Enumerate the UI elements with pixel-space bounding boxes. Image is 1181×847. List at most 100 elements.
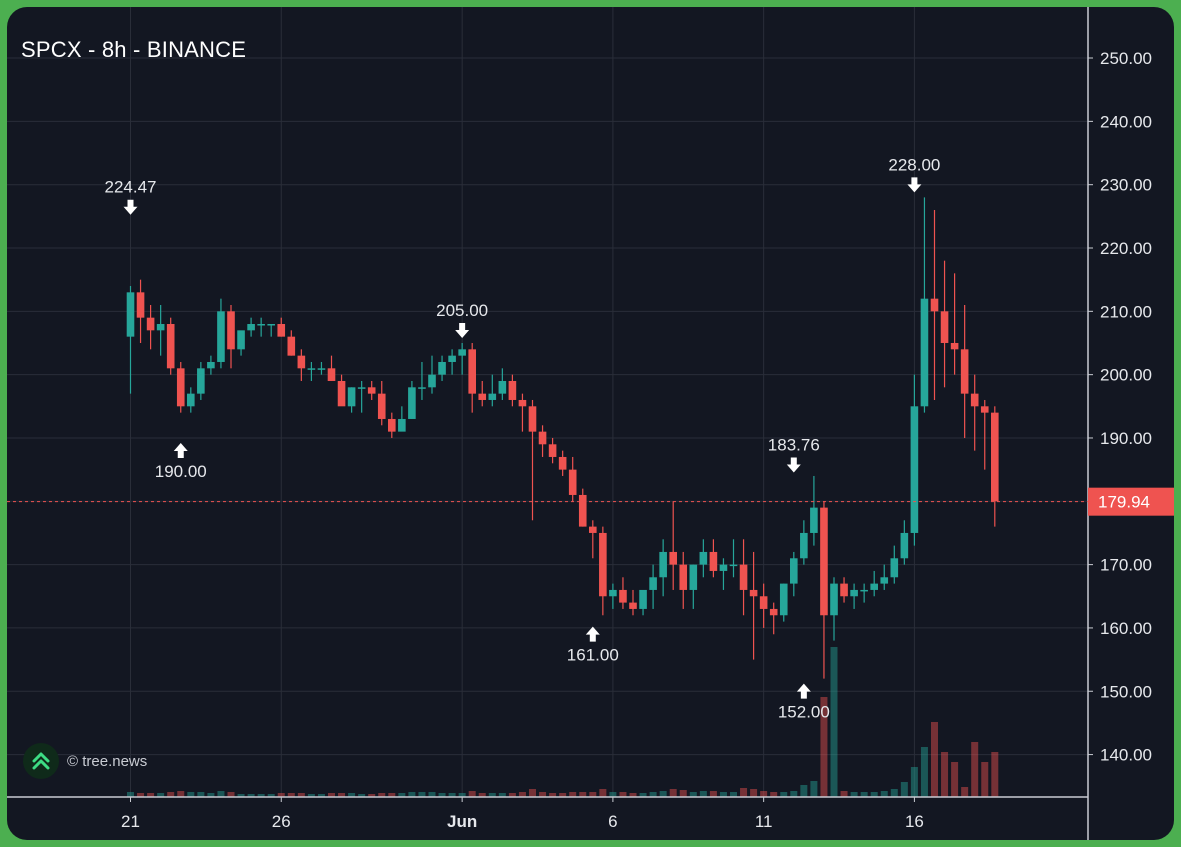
candle[interactable] <box>388 412 396 438</box>
candle[interactable] <box>347 387 356 413</box>
candle[interactable] <box>327 355 336 381</box>
volume-bar <box>689 792 697 797</box>
candle-body <box>227 311 235 350</box>
candle[interactable] <box>377 380 386 426</box>
candle[interactable] <box>307 361 316 381</box>
candle[interactable] <box>960 305 969 438</box>
candle[interactable] <box>991 406 999 527</box>
candle[interactable] <box>900 520 909 565</box>
candle[interactable] <box>729 539 738 578</box>
candle[interactable] <box>840 577 848 603</box>
candle[interactable] <box>237 330 245 356</box>
candle[interactable] <box>146 305 155 350</box>
candle[interactable] <box>970 374 979 451</box>
candle[interactable] <box>357 380 366 413</box>
candle-body <box>950 342 959 350</box>
candle[interactable] <box>478 380 487 407</box>
candle[interactable] <box>749 551 758 660</box>
candle[interactable] <box>870 570 878 597</box>
candle[interactable] <box>659 539 667 597</box>
candle[interactable] <box>589 520 597 559</box>
candle[interactable] <box>458 342 466 375</box>
candle[interactable] <box>578 488 587 527</box>
candle[interactable] <box>277 317 286 337</box>
candle[interactable] <box>367 380 376 400</box>
candle[interactable] <box>548 437 557 464</box>
candle[interactable] <box>136 279 145 343</box>
candle[interactable] <box>860 583 868 603</box>
candle[interactable] <box>166 317 175 375</box>
volume-bar <box>428 792 436 797</box>
candle[interactable] <box>759 583 768 628</box>
candle[interactable] <box>830 577 838 641</box>
candle[interactable] <box>156 305 165 356</box>
candle[interactable] <box>880 564 889 590</box>
candle[interactable] <box>267 323 275 337</box>
candle[interactable] <box>699 539 708 578</box>
candle[interactable] <box>679 551 688 609</box>
candle[interactable] <box>528 399 537 521</box>
candle[interactable] <box>950 273 959 375</box>
candle[interactable] <box>418 361 426 400</box>
candle[interactable] <box>518 393 527 432</box>
candle[interactable] <box>448 349 456 375</box>
candle[interactable] <box>468 342 476 413</box>
candle[interactable] <box>890 545 899 584</box>
candle[interactable] <box>629 589 637 616</box>
candle-body <box>146 317 155 331</box>
candle[interactable] <box>287 330 296 356</box>
candle[interactable] <box>739 539 748 616</box>
candle[interactable] <box>398 406 406 432</box>
candle[interactable] <box>538 425 547 457</box>
candle[interactable] <box>337 374 346 407</box>
candle[interactable] <box>428 355 436 394</box>
candle-body <box>558 456 567 470</box>
candle[interactable] <box>247 317 255 337</box>
candle[interactable] <box>438 355 446 381</box>
candle[interactable] <box>558 450 567 476</box>
candle[interactable] <box>498 368 507 400</box>
candle[interactable] <box>187 387 195 413</box>
candle[interactable] <box>408 380 416 419</box>
candle[interactable] <box>930 210 939 400</box>
candle[interactable] <box>689 564 698 609</box>
candle[interactable] <box>568 456 577 502</box>
candle[interactable] <box>910 374 919 546</box>
volume-bar <box>307 794 315 797</box>
candle[interactable] <box>669 501 677 590</box>
candle[interactable] <box>609 583 617 609</box>
candle[interactable] <box>850 583 858 609</box>
volume-bar <box>448 793 456 797</box>
candle[interactable] <box>779 583 788 622</box>
candle[interactable] <box>769 602 778 635</box>
candle[interactable] <box>709 539 718 578</box>
candle-body <box>478 393 487 400</box>
candle[interactable] <box>920 197 929 413</box>
candle[interactable] <box>800 520 808 565</box>
candle[interactable] <box>599 526 607 616</box>
candle[interactable] <box>297 349 306 381</box>
candle[interactable] <box>940 260 949 388</box>
volume-bar <box>890 789 898 797</box>
candle[interactable] <box>488 374 497 407</box>
candle[interactable] <box>317 361 326 375</box>
candle[interactable] <box>126 286 135 394</box>
candle[interactable] <box>508 374 517 407</box>
volume-bar <box>157 793 165 797</box>
candle[interactable] <box>619 577 627 609</box>
candle[interactable] <box>257 317 265 337</box>
candlestick-chart[interactable]: 224.47 190.00 205.00 161.00 183.76 152.00 228.… <box>7 7 1174 840</box>
candle-body <box>659 551 667 578</box>
candle[interactable] <box>197 361 205 400</box>
candle[interactable] <box>719 558 728 590</box>
candle[interactable] <box>176 361 185 413</box>
candle[interactable] <box>639 589 647 616</box>
candle[interactable] <box>810 475 818 546</box>
candle[interactable] <box>790 551 798 597</box>
candle[interactable] <box>227 305 235 369</box>
candle[interactable] <box>207 355 215 375</box>
candle[interactable] <box>649 564 657 609</box>
candle[interactable] <box>980 399 989 470</box>
candle[interactable] <box>820 501 828 679</box>
candle[interactable] <box>217 298 225 369</box>
